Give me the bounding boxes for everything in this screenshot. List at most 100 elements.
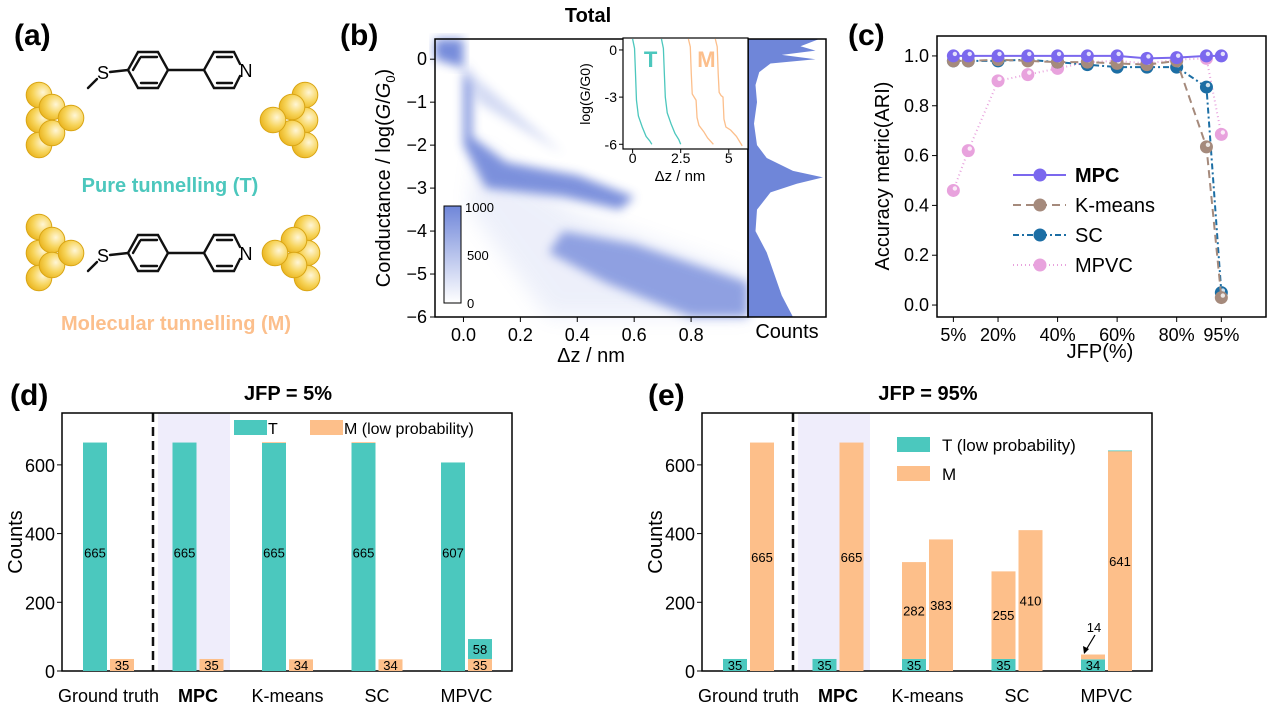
colorbar-tick-1000: 1000: [465, 200, 494, 215]
y-axis-label: Counts: [645, 510, 667, 573]
data-point: [1214, 127, 1228, 141]
pyridine-ring: [202, 50, 242, 90]
category-label: K-means: [251, 686, 323, 706]
bar-segment: [468, 658, 492, 671]
double-bond: [131, 56, 142, 72]
marginal-xlabel: Counts: [755, 321, 818, 343]
panel-b-label: (b): [340, 19, 378, 52]
marginal-frame: [747, 38, 827, 318]
legend-label-t: T (low probability): [942, 436, 1076, 455]
marginal-histogram: [748, 39, 823, 317]
bar-value-label: 35: [204, 658, 218, 673]
data-point: [991, 74, 1005, 88]
panel-d-label: (d): [10, 379, 48, 412]
bar-value-label: 35: [817, 658, 831, 673]
bar-value-label: 34: [294, 658, 308, 673]
methyl-bond: [86, 260, 99, 273]
molecular-tunnelling-label: Molecular tunnelling (M): [61, 313, 291, 335]
data-point-highlight: [1205, 142, 1211, 148]
bar-segment: [902, 562, 926, 659]
category-label: K-means: [891, 686, 963, 706]
data-point-highlight: [967, 146, 972, 151]
data-point-highlight: [1146, 54, 1151, 59]
legend-item-mpc: MPC: [1013, 165, 1119, 187]
pyridine-ring: [202, 233, 242, 273]
y-tick-label: −6: [406, 307, 427, 327]
x-tick-label: 0.4: [565, 325, 590, 345]
data-point-highlight: [997, 76, 1002, 82]
y-tick-label: −5: [406, 264, 427, 284]
gold-electrodes: [25, 81, 321, 292]
plot-frame: [701, 412, 1153, 672]
legend-item-sc: SC: [1013, 225, 1103, 247]
data-point: [946, 183, 960, 197]
bar-segment: [351, 442, 376, 444]
bar-segment: [991, 658, 1016, 671]
data-point: [961, 144, 975, 158]
data-point: [1199, 140, 1213, 154]
methyl-bond: [86, 77, 99, 90]
inset-y-tick-label: -6: [605, 136, 618, 152]
inset-xlabel: Δz / nm: [655, 168, 706, 185]
inset-x-tick-label: 0: [629, 150, 637, 166]
data-point-highlight: [1205, 82, 1211, 88]
y-tick-label: −3: [406, 178, 427, 198]
data-point: [1199, 80, 1213, 94]
legend-label: MPC: [1075, 165, 1119, 187]
data-point-highlight: [952, 186, 958, 191]
y-tick-label: 600: [25, 456, 55, 476]
heatmap-xlabel: Δz / nm: [557, 345, 625, 367]
inset-trace: [714, 38, 743, 147]
bar-value-label: 34: [383, 658, 397, 673]
legend-label: MPVC: [1075, 255, 1133, 277]
y-tick-label: 0.2: [904, 245, 929, 265]
bar-value-label: 35: [996, 658, 1010, 673]
data-point: [1021, 49, 1035, 63]
y-tick-label: 0.4: [904, 195, 929, 215]
inset-x-tick-label: 2.5: [671, 150, 691, 166]
x-tick-label: 20%: [980, 325, 1016, 345]
heatmap-tunnelling-band: [463, 67, 635, 210]
gold-atom: [261, 239, 289, 267]
inset-trace: [687, 38, 714, 145]
data-point-highlight: [1220, 130, 1226, 135]
bar-segment: [1081, 659, 1105, 671]
bar-segment: [750, 442, 774, 671]
gold-atom: [57, 239, 85, 267]
inset-y-tick-label: 0: [609, 42, 617, 58]
legend-swatch-m: [897, 466, 930, 481]
s-c-bond: [108, 68, 130, 74]
panel-a-label: (a): [14, 19, 51, 52]
bar-segment: [991, 571, 1016, 659]
annotation-label: 14: [1087, 620, 1101, 635]
heatmap-axes: 0.0 0.2 0.4 0.6 0.8 0 −1 −2 −3 −4 −5 −6: [406, 49, 703, 345]
legend-swatch-t: [234, 420, 267, 435]
y-tick-label: 600: [665, 456, 695, 476]
legend-marker: [1033, 258, 1047, 272]
bar-value-label: 34: [1086, 658, 1100, 673]
gold-atom: [278, 119, 306, 147]
data-point: [961, 49, 975, 63]
data-point: [1199, 49, 1213, 63]
data-point: [1214, 49, 1228, 63]
legend-swatch-m: [310, 420, 343, 435]
nitrogen-atom: N: [240, 244, 253, 264]
bar-segment: [83, 442, 107, 671]
y-axis-label: Counts: [5, 510, 27, 573]
accuracy-plot: 5% 20% 40% 60% 80% 95% 0.0 0.2 0.4 0.6 0.8 1.0 MPC K-…: [904, 46, 1239, 345]
accuracy-frame: [936, 35, 1267, 318]
bar-segment: [723, 658, 747, 671]
bar-segment: [172, 442, 197, 671]
x-tick-label: 0.2: [508, 325, 533, 345]
double-bond: [131, 239, 142, 255]
y-tick-label: 0.8: [904, 96, 929, 116]
inset-y-tick-label: -3: [605, 89, 618, 105]
heatmap-ylabel: Conductance / log(G/G0): [373, 69, 398, 287]
x-tick-label: 0.8: [679, 325, 704, 345]
y-tick-label: −1: [406, 92, 427, 112]
nitrogen-atom: N: [240, 61, 253, 81]
bar-segment: [289, 659, 313, 671]
x-tick-label: 80%: [1159, 325, 1195, 345]
annotation-arrowhead: [1083, 646, 1089, 654]
